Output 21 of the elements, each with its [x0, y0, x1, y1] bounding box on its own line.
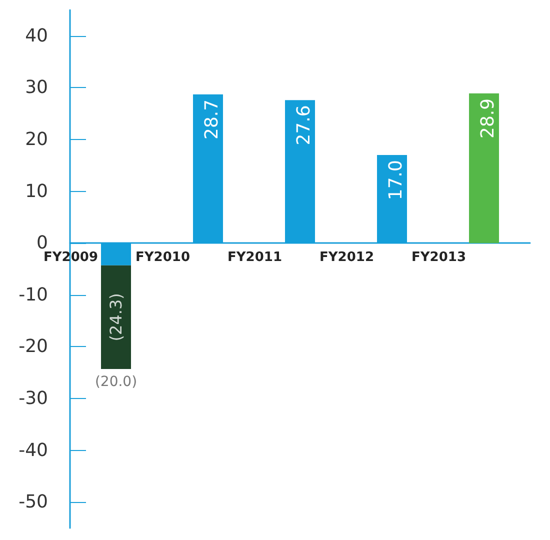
data-label: (20.0): [94, 374, 138, 390]
x-tick-label: FY2012: [320, 250, 374, 266]
y-tick-label: -20: [18, 336, 48, 358]
y-tick-label: -50: [18, 492, 48, 513]
data-label: 17.0: [386, 160, 406, 200]
x-tick-label: FY2010: [136, 250, 190, 266]
data-label: 28.7: [202, 99, 222, 140]
data-label: 28.9: [478, 98, 498, 138]
y-tick-label: -10: [18, 284, 48, 306]
y-tick-label: -40: [18, 440, 48, 461]
y-tick-label: 30: [25, 77, 48, 98]
y-tick-label: 40: [25, 25, 48, 46]
y-tick-label: 10: [25, 180, 48, 202]
x-tick-label: FY2013: [412, 250, 466, 266]
y-tick-label: -30: [18, 388, 48, 409]
total-label: (24.3): [106, 293, 126, 342]
bar: [469, 93, 499, 244]
x-tick-label: FY2011: [228, 250, 282, 266]
data-label: 27.6: [294, 105, 314, 146]
y-tick-label: 20: [25, 129, 48, 150]
bar: [101, 265, 131, 369]
